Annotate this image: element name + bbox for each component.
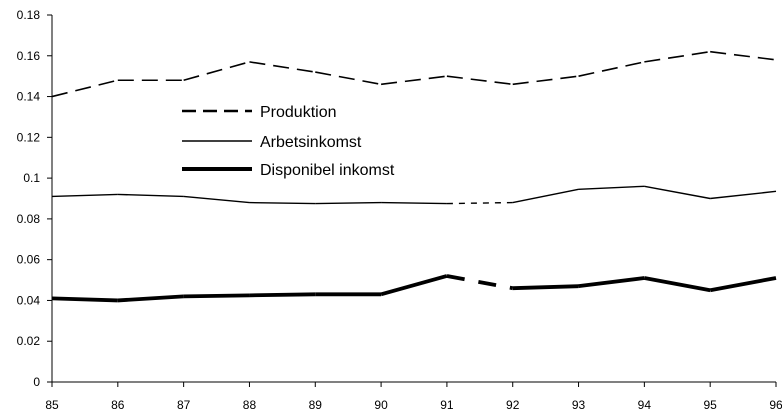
series-arbetsinkomst-segment bbox=[513, 189, 579, 202]
series-produktion-segment bbox=[249, 62, 315, 72]
series-arbetsinkomst-segment bbox=[249, 203, 315, 204]
series-disponibel-inkomst-segment bbox=[249, 294, 315, 295]
y-tick-label: 0.12 bbox=[17, 130, 41, 144]
y-tick-label: 0.14 bbox=[17, 90, 41, 104]
series-arbetsinkomst-segment bbox=[118, 194, 184, 196]
y-tick-label: 0.18 bbox=[17, 8, 41, 22]
axes bbox=[52, 15, 776, 382]
x-tick-label: 93 bbox=[572, 398, 586, 412]
x-tick-label: 90 bbox=[374, 398, 388, 412]
series-produktion-segment bbox=[579, 62, 645, 76]
series-arbetsinkomst-segment bbox=[381, 203, 447, 204]
legend-label-disponibel-inkomst: Disponibel inkomst bbox=[260, 162, 395, 179]
y-tick-label: 0 bbox=[33, 375, 40, 389]
legend: Produktion Arbetsinkomst Disponibel inko… bbox=[177, 98, 427, 183]
y-tick-label: 0.1 bbox=[23, 171, 40, 185]
series-arbetsinkomst-segment bbox=[52, 194, 118, 196]
series-produktion-segment bbox=[447, 76, 513, 84]
y-tick-label: 0.02 bbox=[17, 334, 41, 348]
legend-label-produktion: Produktion bbox=[260, 104, 337, 121]
y-tick-label: 0.08 bbox=[17, 212, 41, 226]
series-disponibel-inkomst-segment bbox=[644, 278, 710, 290]
series-produktion-segment bbox=[381, 76, 447, 84]
y-tick-label: 0.16 bbox=[17, 49, 41, 63]
series-disponibel-inkomst-segment bbox=[118, 296, 184, 300]
series-produktion-segment bbox=[710, 52, 776, 60]
x-tick-label: 96 bbox=[769, 398, 782, 412]
series-arbetsinkomst-segment bbox=[579, 186, 645, 189]
series-disponibel-inkomst-segment bbox=[579, 278, 645, 286]
series-arbetsinkomst-segment bbox=[184, 196, 250, 202]
y-tick-label: 0.04 bbox=[17, 293, 41, 307]
x-tick-label: 86 bbox=[111, 398, 125, 412]
series-produktion-segment bbox=[513, 76, 579, 84]
x-tick-label: 92 bbox=[506, 398, 520, 412]
y-tick-label: 0.06 bbox=[17, 253, 41, 267]
x-tick-label: 88 bbox=[243, 398, 257, 412]
x-tick-label: 85 bbox=[45, 398, 59, 412]
series-produktion-segment bbox=[315, 72, 381, 84]
x-tick-label: 95 bbox=[704, 398, 718, 412]
y-axis-ticks: 0 0.02 0.04 0.06 0.08 0.1 0.12 0.14 0.16 0.18 bbox=[17, 8, 52, 389]
series-disponibel-inkomst-gap-segment bbox=[447, 276, 513, 288]
series-disponibel-inkomst-segment bbox=[52, 298, 118, 300]
series-arbetsinkomst-segment bbox=[710, 191, 776, 198]
x-tick-label: 89 bbox=[309, 398, 323, 412]
legend-label-arbetsinkomst: Arbetsinkomst bbox=[260, 134, 362, 151]
x-tick-label: 91 bbox=[440, 398, 454, 412]
series-arbetsinkomst-gap-segment bbox=[447, 203, 513, 204]
series-disponibel-inkomst-segment bbox=[184, 295, 250, 296]
x-tick-label: 87 bbox=[177, 398, 191, 412]
series-arbetsinkomst-segment bbox=[644, 186, 710, 198]
series-produktion-segment bbox=[644, 52, 710, 62]
series-arbetsinkomst-segment bbox=[315, 203, 381, 204]
x-axis-ticks: 85 86 87 88 89 90 91 92 93 94 95 96 bbox=[45, 382, 782, 412]
series-produktion-segment bbox=[52, 80, 118, 96]
series-disponibel-inkomst-segment bbox=[710, 278, 776, 290]
x-tick-label: 94 bbox=[638, 398, 652, 412]
series-disponibel-inkomst-segment bbox=[381, 276, 447, 294]
series-disponibel-inkomst-segment bbox=[513, 286, 579, 288]
series-produktion-segment bbox=[184, 62, 250, 80]
